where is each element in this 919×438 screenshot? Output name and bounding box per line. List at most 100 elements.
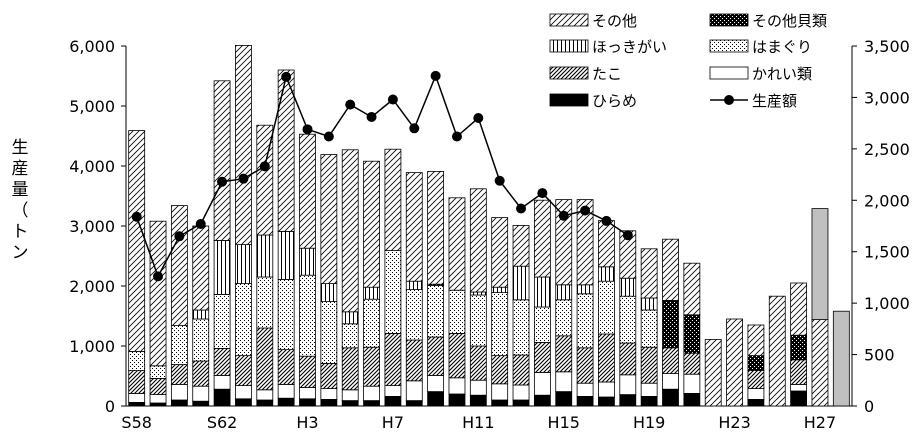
- bar-segment: [469, 345, 487, 381]
- bar-segment: [662, 388, 679, 407]
- bar-segment: [256, 276, 274, 329]
- value-point: [174, 231, 185, 242]
- bar-segment: [384, 395, 402, 407]
- x-tick-label: H11: [462, 413, 494, 432]
- bar-segment: [555, 391, 573, 407]
- bar-segment: [256, 234, 274, 278]
- bar-segment: [491, 383, 509, 401]
- value-point: [238, 173, 249, 184]
- bar-segment: [640, 248, 658, 299]
- bar-segment: [555, 284, 573, 301]
- bar-segment: [256, 327, 274, 391]
- bar-segment: [299, 133, 316, 249]
- bar-segment: [555, 335, 573, 373]
- bar-segment: [726, 318, 743, 407]
- bars: [128, 45, 850, 407]
- bar-segment: [640, 382, 658, 397]
- bar-segment: [299, 355, 316, 388]
- bar-segment: [277, 383, 295, 399]
- bar-segment: [555, 299, 573, 337]
- axes: 0 1,000 2,000 3,000 4,000 5,000 6,000 0 500 1,000…: [69, 37, 910, 432]
- bar-segment: [469, 188, 487, 293]
- bar-segment: [405, 280, 423, 291]
- value-point: [281, 71, 292, 82]
- value-point: [131, 211, 142, 222]
- bar-segment: [170, 205, 188, 327]
- bar-segment: [533, 341, 551, 373]
- y-axis-title-char: （: [11, 201, 29, 221]
- bar-segment: [128, 401, 146, 407]
- legend-label: ひらめ: [592, 92, 637, 110]
- bar-segment: [235, 45, 252, 245]
- bar-segment: [790, 334, 808, 361]
- bar-segment: [427, 391, 445, 407]
- bar-segment: [341, 149, 359, 313]
- bar-segment: [128, 392, 146, 403]
- bar-segment: [662, 373, 679, 390]
- y2-tick-label: 1,500: [864, 243, 910, 262]
- bar-segment: [149, 377, 167, 395]
- value-point: [195, 218, 206, 229]
- bar-segment: [598, 333, 615, 383]
- y-tick-label: 2,000: [69, 277, 115, 296]
- bar-segment: [363, 160, 380, 288]
- bar-segment: [512, 354, 530, 386]
- y-axis-title-char: 産: [11, 159, 29, 179]
- value-point: [345, 99, 356, 110]
- bar-segment: [598, 396, 615, 407]
- bar-segment: [427, 336, 445, 376]
- bar-segment: [512, 265, 530, 301]
- bar-segment: [747, 355, 765, 372]
- x-tick-label: H19: [633, 413, 665, 432]
- bar-segment: [533, 394, 551, 407]
- y2-tick-label: 500: [864, 346, 895, 365]
- bar-segment: [747, 398, 765, 407]
- legend-label: たこ: [592, 65, 622, 83]
- bar-segment: [341, 323, 359, 349]
- bar-segment: [128, 130, 146, 352]
- bar-segment: [192, 385, 210, 402]
- bar-segment: [576, 347, 594, 384]
- bar-segment: [640, 395, 658, 407]
- bar-segment: [811, 319, 829, 407]
- bar-segment: [576, 199, 594, 286]
- bar-segment: [384, 332, 402, 386]
- value-point: [494, 175, 505, 186]
- bar-segment: [213, 388, 231, 407]
- bar-segment: [405, 339, 423, 382]
- bar-segment: [277, 278, 295, 350]
- bar-segment: [320, 362, 338, 389]
- bar-segment: [491, 399, 509, 407]
- bar-segment: [235, 244, 252, 285]
- x-tick-label: H27: [804, 413, 836, 432]
- bar-segment: [533, 306, 551, 343]
- bar-segment: [363, 346, 380, 387]
- bar-segment: [299, 386, 316, 400]
- bar-segment: [662, 299, 679, 349]
- bar-segment: [832, 310, 850, 407]
- bar-segment: [598, 220, 615, 268]
- bar-segment: [555, 371, 573, 392]
- bar-segment: [533, 371, 551, 396]
- bar-segment: [363, 298, 380, 348]
- legend-label: その他: [592, 12, 637, 30]
- bar-segment: [533, 276, 551, 308]
- bar-segment: [170, 364, 188, 385]
- bar-segment: [341, 400, 359, 407]
- y2-tick-label: 2,500: [864, 140, 910, 159]
- bar-segment: [790, 282, 808, 336]
- bar-segment: [640, 297, 658, 311]
- bar-segment: [619, 277, 637, 297]
- bar-segment: [576, 395, 594, 407]
- legend-swatch: [709, 13, 749, 27]
- bar-segment: [192, 360, 210, 387]
- bar-segment: [512, 399, 530, 407]
- y-tick-label: 0: [105, 397, 115, 416]
- bar-segment: [320, 283, 338, 303]
- value-point: [409, 123, 420, 134]
- x-tick-label: H15: [548, 413, 580, 432]
- bar-segment: [448, 332, 466, 379]
- bar-segment: [405, 289, 423, 341]
- bar-segment: [405, 400, 423, 407]
- bar-segment: [790, 383, 808, 392]
